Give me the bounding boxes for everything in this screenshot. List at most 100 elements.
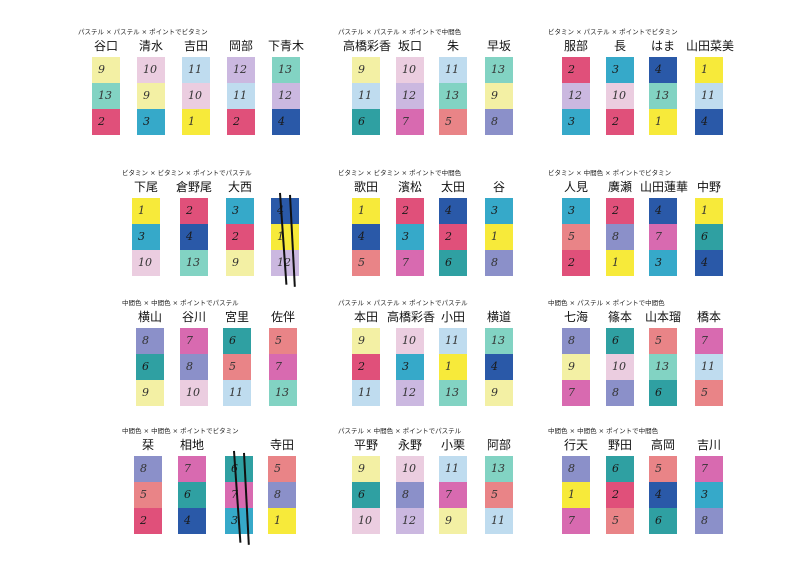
color-swatch: 1 (132, 198, 160, 224)
panel-7: 中間色 × 中間色 × ポイントでパステル 横山 8 6 9 谷川 7 8 10 宮里 6 5 11 佐伴… (122, 297, 352, 427)
color-swatch: 5 (352, 250, 380, 276)
column-name: 服部 (563, 39, 588, 53)
color-swatch: 8 (134, 456, 162, 482)
color-swatch: 4 (695, 250, 723, 276)
column-name: 山田菜美 (686, 39, 735, 53)
color-swatch: 7 (649, 224, 677, 250)
color-swatch: 8 (606, 380, 634, 406)
color-swatch: 5 (649, 456, 677, 482)
color-swatch: 9 (562, 354, 590, 380)
panel-12: 中間色 × 中間色 × ポイントで中間色 行天 8 1 7 野田 6 2 5 高岡 5 4 6 吉川 7 3 8 (548, 425, 778, 555)
panel-2: パステル × パステル × ポイントで中間色 高橋彩香 9 11 6 坂口 10 12 7 朱 11… (338, 26, 568, 156)
column-name: 相地 (179, 438, 204, 452)
color-swatch: 1 (606, 250, 634, 276)
color-swatch: 9 (352, 328, 380, 354)
panel-9: 中間色 × パステル × ポイントで中間色 七海 8 9 7 篠本 6 10 8 山本瑠 5 13 6 橋… (548, 297, 778, 427)
color-swatch: 7 (695, 328, 723, 354)
column-name: 朱 (446, 39, 459, 53)
panel-title: ビタミン × ビタミン × ポイントで中間色 (338, 169, 462, 177)
color-swatch: 2 (439, 224, 467, 250)
color-swatch: 6 (439, 250, 467, 276)
column-name: 栞 (141, 438, 154, 452)
column-name: 濱松 (397, 180, 422, 194)
column-name: 谷川 (181, 310, 206, 324)
color-swatch: 2 (562, 57, 590, 83)
color-swatch: 3 (132, 224, 160, 250)
column-name: 阿部 (486, 438, 511, 452)
column-name: 太田 (440, 180, 465, 194)
column-name: 廣瀬 (607, 180, 632, 194)
color-swatch: 2 (226, 224, 254, 250)
color-swatch: 12 (272, 83, 300, 109)
color-swatch: 5 (485, 482, 513, 508)
color-swatch: 5 (695, 380, 723, 406)
color-swatch: 9 (352, 456, 380, 482)
color-swatch: 6 (225, 456, 253, 482)
color-swatch: 10 (396, 57, 424, 83)
panel-title: パステル × パステル × ポイントでビタミン (78, 28, 208, 36)
color-swatch: 4 (180, 224, 208, 250)
color-swatch: 9 (92, 57, 120, 83)
color-swatch: 13 (485, 57, 513, 83)
color-swatch: 8 (485, 250, 513, 276)
color-swatch: 11 (439, 328, 467, 354)
color-swatch: 5 (269, 328, 297, 354)
color-swatch: 13 (269, 380, 297, 406)
color-swatch: 8 (268, 482, 296, 508)
color-swatch: 4 (695, 109, 723, 135)
color-swatch: 11 (439, 57, 467, 83)
column-name: 七海 (563, 310, 588, 324)
color-swatch: 8 (606, 224, 634, 250)
column-name: 大西 (227, 180, 252, 194)
color-swatch: 11 (227, 83, 255, 109)
color-swatch: 4 (649, 57, 677, 83)
color-swatch: 13 (439, 83, 467, 109)
panel-title: ビタミン × ビタミン × ポイントでパステル (122, 169, 252, 177)
panel-4: ビタミン × ビタミン × ポイントでパステル 下尾 1 3 10 倉野尾 2 4 13 大西 3 2… (122, 167, 352, 297)
color-swatch: 5 (268, 456, 296, 482)
color-swatch: 2 (352, 354, 380, 380)
color-swatch: 6 (606, 456, 634, 482)
color-swatch: 7 (439, 482, 467, 508)
color-swatch: 11 (182, 57, 210, 83)
color-swatch: 9 (352, 57, 380, 83)
column-name: 高橋彩香 (387, 310, 436, 324)
color-swatch: 6 (223, 328, 251, 354)
color-swatch: 8 (396, 482, 424, 508)
color-swatch: 3 (396, 354, 424, 380)
column-name: 横山 (137, 310, 162, 324)
color-swatch: 7 (269, 354, 297, 380)
column-name: 山田蓮華 (640, 180, 689, 194)
color-swatch: 12 (396, 508, 424, 534)
color-swatch: 4 (352, 224, 380, 250)
color-swatch: 2 (180, 198, 208, 224)
panel-title: ビタミン × パステル × ポイントでビタミン (548, 28, 678, 36)
color-swatch: 1 (649, 109, 677, 135)
color-swatch: 1 (695, 57, 723, 83)
color-swatch: 1 (271, 224, 299, 250)
color-swatch: 4 (649, 482, 677, 508)
column-name: 野田 (607, 438, 632, 452)
color-swatch: 7 (225, 482, 253, 508)
color-swatch: 4 (272, 109, 300, 135)
column-name: 下尾 (133, 180, 158, 194)
color-swatch: 9 (485, 83, 513, 109)
color-swatch: 13 (485, 456, 513, 482)
column-name: 宮里 (224, 310, 249, 324)
panel-title: 中間色 × 中間色 × ポイントでパステル (122, 299, 239, 307)
color-swatch: 4 (439, 198, 467, 224)
color-swatch: 10 (396, 456, 424, 482)
column-name: 小田 (440, 310, 465, 324)
color-swatch: 3 (396, 224, 424, 250)
column-name: 長 (613, 39, 626, 53)
panel-6: ビタミン × 中間色 × ポイントでビタミン 人見 3 5 2 廣瀬 2 8 1 山田蓮華 4 7 3 中… (548, 167, 778, 297)
color-swatch: 4 (649, 198, 677, 224)
color-swatch: 10 (352, 508, 380, 534)
column-name: 永野 (397, 438, 422, 452)
column-name: 本田 (353, 310, 378, 324)
color-swatch: 3 (606, 57, 634, 83)
color-swatch: 2 (134, 508, 162, 534)
color-swatch: 6 (178, 482, 206, 508)
color-swatch: 9 (137, 83, 165, 109)
color-swatch: 3 (137, 109, 165, 135)
